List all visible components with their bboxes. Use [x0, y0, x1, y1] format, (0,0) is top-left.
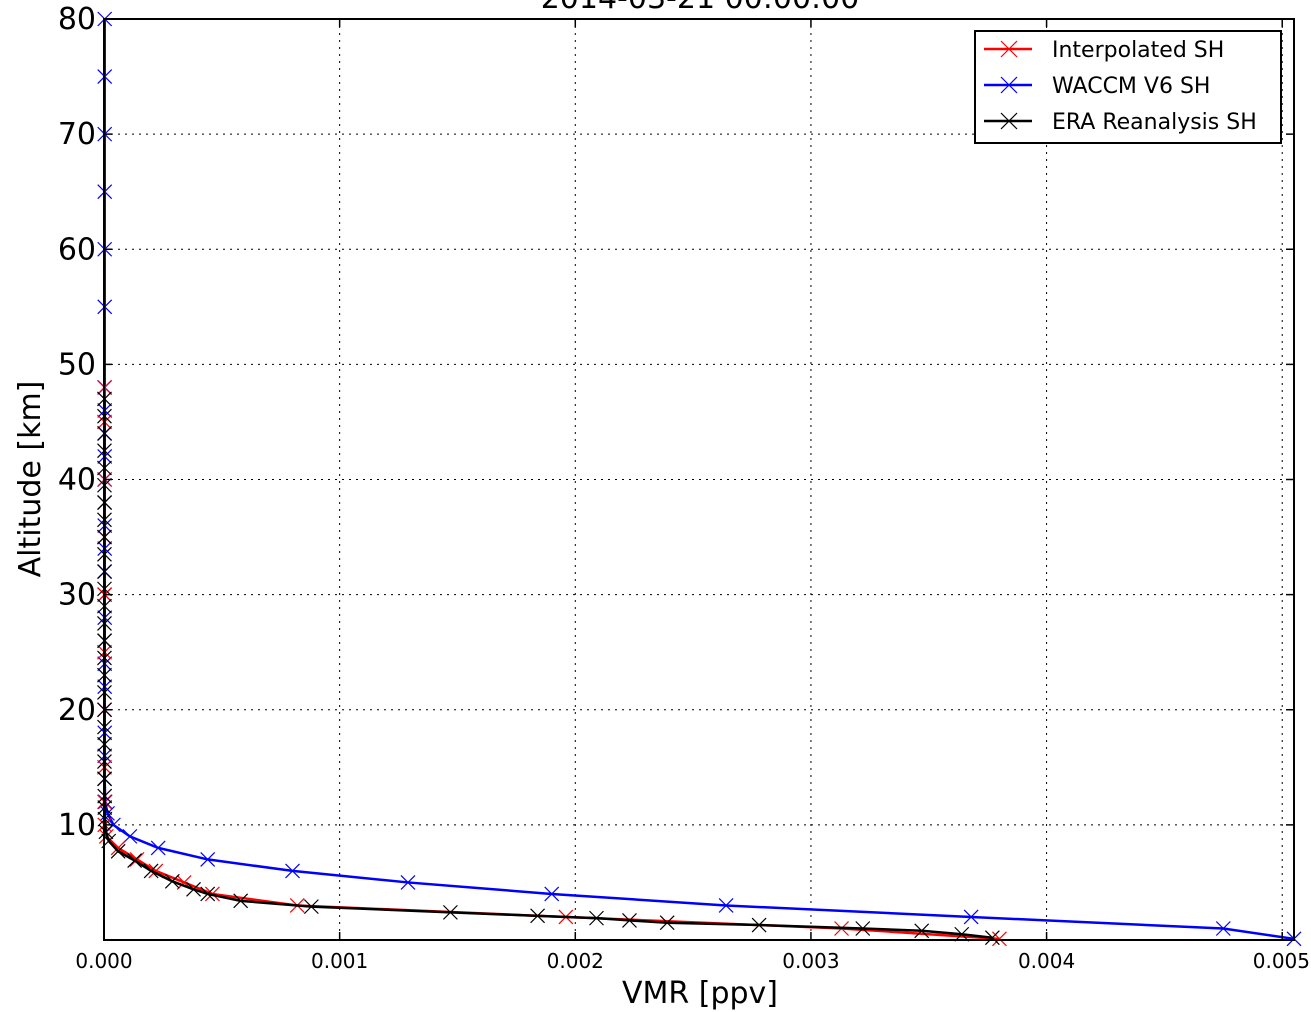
data-point-era-reanalysis-sh [530, 908, 546, 924]
chart-title: 2014-03-21 00:00:00 [541, 0, 860, 16]
data-point-era-reanalysis-sh [659, 915, 675, 931]
legend-label-era-reanalysis-sh: ERA Reanalysis SH [1052, 110, 1257, 135]
legend-marker-era-reanalysis-sh [1000, 112, 1018, 130]
data-point-era-reanalysis-sh [164, 873, 180, 889]
data-point-era-reanalysis-sh [98, 824, 114, 840]
data-point-era-reanalysis-sh [855, 921, 871, 936]
x-tick-label: 0.001 [311, 949, 368, 973]
data-point-era-reanalysis-sh [186, 881, 201, 897]
series-line-interpolated-sh [103, 387, 1000, 941]
data-point-waccm-v6-sh [963, 909, 979, 925]
y-tick-label: 70 [58, 117, 96, 152]
series-line-waccm-v6-sh [103, 19, 1295, 941]
x-tick-label: 0.005 [1253, 949, 1310, 973]
y-tick-label: 50 [58, 347, 96, 382]
data-point-era-reanalysis-sh [200, 886, 216, 902]
data-point-waccm-v6-sh [1215, 921, 1231, 936]
data-point-waccm-v6-sh [285, 863, 300, 879]
data-point-era-reanalysis-sh [914, 923, 930, 939]
data-point-waccm-v6-sh [150, 840, 166, 856]
data-point-era-reanalysis-sh [589, 910, 604, 926]
legend-marker-waccm-v6-sh [1000, 76, 1018, 94]
y-tick-label: 40 [58, 463, 96, 498]
y-tick-label: 60 [58, 232, 96, 267]
plot-series [97, 11, 1302, 947]
legend-marker-interpolated-sh [1000, 40, 1018, 58]
x-tick-label: 0.002 [547, 949, 604, 973]
legend-label-waccm-v6-sh: WACCM V6 SH [1052, 74, 1210, 99]
x-tick-label: 0.004 [1018, 949, 1075, 973]
x-tick-label: 0.003 [782, 949, 839, 973]
legend: Interpolated SH WACCM V6 SH ERA Reanalysis… [974, 30, 1282, 144]
axis-ticks: 0.000 0.001 0.002 0.003 0.004 0.005 10 20 30 40 50… [58, 2, 1310, 973]
y-tick-label: 10 [58, 808, 96, 843]
data-point-era-reanalysis-sh [954, 926, 970, 942]
y-tick-label: 80 [58, 2, 96, 37]
data-point-era-reanalysis-sh [233, 893, 249, 909]
data-point-era-reanalysis-sh [110, 843, 126, 859]
x-axis-label: VMR [ppv] [622, 976, 778, 1011]
data-point-waccm-v6-sh [400, 875, 416, 890]
legend-box [974, 30, 1282, 144]
y-axis-label: Altitude [km] [13, 381, 48, 578]
data-point-waccm-v6-sh [718, 898, 734, 913]
data-point-waccm-v6-sh [200, 851, 216, 867]
y-tick-label: 30 [58, 578, 96, 613]
x-tick-label: 0.000 [75, 949, 132, 973]
data-point-era-reanalysis-sh [303, 899, 319, 915]
data-point-era-reanalysis-sh [442, 904, 458, 920]
data-point-interpolated-sh [992, 931, 1007, 947]
data-point-era-reanalysis-sh [984, 930, 1000, 946]
y-tick-label: 20 [58, 693, 96, 728]
legend-label-interpolated-sh: Interpolated SH [1052, 38, 1224, 63]
data-point-era-reanalysis-sh [751, 917, 767, 933]
data-point-era-reanalysis-sh [127, 853, 143, 868]
grid-lines [104, 19, 1294, 940]
data-point-era-reanalysis-sh [143, 863, 159, 879]
data-point-waccm-v6-sh [544, 886, 560, 902]
data-point-era-reanalysis-sh [622, 913, 637, 928]
